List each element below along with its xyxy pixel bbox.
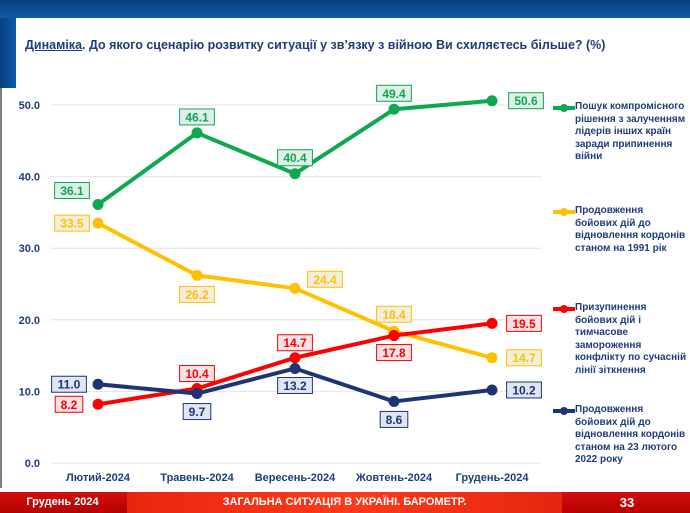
y-tick-label: 20.0: [19, 315, 40, 327]
x-axis: Лютий-2024 Травень-2024 Вересень-2024 Жовте…: [66, 472, 529, 484]
legend-entry: Призупинення бойових дій і тимчасове зам…: [575, 302, 687, 376]
data-point: [289, 282, 301, 294]
data-point: [92, 217, 104, 229]
data-point: [289, 362, 301, 374]
data-label: 14.7: [283, 336, 307, 350]
data-point: [486, 317, 498, 329]
data-point: [388, 103, 400, 115]
data-label-box: [54, 182, 90, 200]
data-label: 40.4: [283, 151, 307, 165]
page-title: Динаміка. До якого сценарію розвитку сит…: [25, 38, 605, 52]
data-point: [191, 269, 203, 281]
y-tick-label: 40.0: [19, 172, 40, 184]
page-number: 33: [619, 495, 635, 510]
data-point: [92, 398, 104, 410]
data-label-box: [379, 410, 409, 428]
data-point: [191, 127, 203, 139]
data-label-box: [54, 214, 90, 232]
data-point: [486, 95, 498, 107]
y-tick-label: 30.0: [19, 243, 40, 255]
data-point: [486, 384, 498, 396]
legend-entry: Продовження бойових дій до відновлення к…: [575, 205, 686, 254]
legend-marker-icon: [560, 208, 568, 216]
x-tick-label: Жовтень-2024: [355, 472, 433, 484]
x-tick-label: Грудень-2024: [456, 472, 530, 484]
legend-swatch: [553, 208, 575, 216]
title-text: . До якого сценарію розвитку ситуації у …: [82, 38, 606, 52]
legend-entry: Пошук компромісного рішення з залученням…: [575, 101, 686, 162]
data-label: 11.0: [58, 378, 81, 392]
data-label: 10.4: [185, 367, 209, 381]
data-label-box: [51, 375, 87, 393]
data-label: 18.4: [382, 308, 406, 322]
data-label: 9.7: [189, 405, 206, 419]
data-label: 19.5: [512, 317, 536, 331]
legend-marker-icon: [560, 104, 568, 112]
y-tick-label: 10.0: [19, 386, 40, 398]
data-label: 36.1: [60, 184, 84, 198]
data-label: 33.5: [60, 217, 84, 231]
data-label: 14.7: [512, 351, 536, 365]
data-label: 46.1: [185, 110, 209, 124]
legend-swatch: [553, 104, 575, 112]
data-label-box: [277, 149, 313, 167]
y-axis: 0.0 10.0 20.0 30.0 40.0 50.0: [19, 100, 40, 470]
data-label: 24.4: [313, 273, 337, 287]
x-tick-label: Вересень-2024: [255, 472, 336, 484]
data-label-box: [182, 403, 212, 421]
data-label-box: [307, 270, 343, 288]
data-label-box: [277, 334, 313, 352]
data-point: [486, 352, 498, 364]
y-tick-label: 0.0: [25, 458, 40, 470]
data-label-box: [179, 365, 215, 383]
data-label: 13.2: [283, 379, 307, 393]
footer-date: Грудень 2024: [26, 496, 99, 508]
data-label-box: [506, 381, 542, 399]
data-label-box: [376, 84, 412, 102]
series-lines: [92, 95, 498, 410]
legend-swatch: [553, 305, 575, 313]
data-point: [388, 330, 400, 342]
x-tick-label: Травень-2024: [160, 472, 234, 484]
data-label-box: [54, 395, 84, 413]
data-point: [289, 168, 301, 180]
data-label-box: [508, 92, 544, 110]
left-border: [0, 88, 2, 488]
data-label-box: [506, 349, 542, 367]
data-label: 49.4: [382, 87, 406, 101]
legend-entry: Продовження бойових дій до відновлення к…: [575, 404, 686, 465]
data-point: [92, 199, 104, 211]
legend-marker-icon: [560, 305, 568, 313]
legend-swatch: [553, 407, 575, 415]
data-labels: 36.1 46.1 40.4 49.4 50.6 33.5 26.2 24.4 18.4 14.7…: [51, 84, 544, 428]
data-label: 10.2: [512, 383, 536, 397]
title-underlined: Динаміка: [25, 38, 83, 52]
data-label: 8.2: [61, 398, 78, 412]
data-label: 8.6: [386, 413, 403, 427]
data-label-box: [376, 344, 412, 362]
data-label: 50.6: [514, 94, 538, 108]
data-point: [191, 388, 203, 400]
top-banner: [0, 0, 690, 18]
data-label-box: [506, 314, 542, 332]
data-label: 26.2: [185, 288, 209, 302]
data-point: [289, 352, 301, 364]
data-label-box: [277, 376, 313, 394]
left-banner: [0, 18, 16, 88]
data-label-box: [179, 108, 215, 126]
data-label-box: [376, 305, 412, 323]
data-point: [92, 378, 104, 390]
y-tick-label: 50.0: [19, 100, 40, 112]
data-label-box: [179, 285, 215, 303]
footer-section-title: ЗАГАЛЬНА СИТУАЦІЯ В УКРАЇНІ. БАРОМЕТР.: [127, 492, 562, 513]
data-point: [388, 395, 400, 407]
data-label: 17.8: [382, 346, 406, 360]
legend-marker-icon: [560, 407, 568, 415]
x-tick-label: Лютий-2024: [66, 472, 131, 484]
